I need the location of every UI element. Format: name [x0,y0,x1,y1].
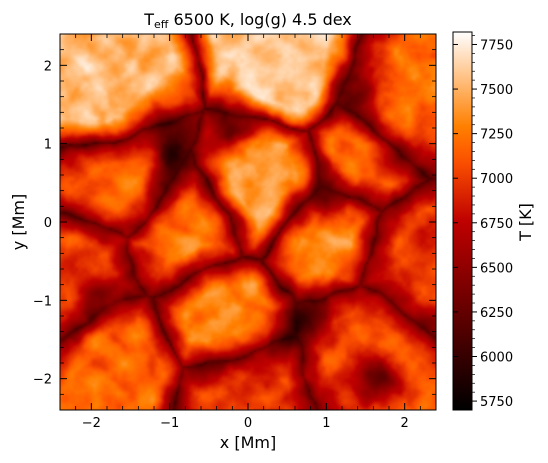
heatmap-plot-area: −2 −1 0 1 2 −2 −1 0 1 2 [33,33,437,431]
colorbar-tick-label: 6500 [480,261,513,276]
colorbar-tick-label: 7250 [480,128,513,143]
colorbar-ticks: 5750 6000 6250 6500 6750 7000 7250 7500 7750 [453,35,513,410]
x-tick-label: −2 [82,416,101,431]
y-tick-label: −2 [33,373,52,388]
colorbar-label: T [K] [516,203,535,242]
y-axis-ticks: −2 −1 0 1 2 [33,49,436,395]
x-tick-label: −1 [160,416,179,431]
colorbar-fill [453,32,472,410]
colorbar-tick-label: 6250 [480,306,513,321]
heatmap-image [60,34,436,410]
x-tick-label: 0 [244,416,252,431]
x-tick-label: 2 [401,416,409,431]
colorbar-tick-label: 6750 [480,217,513,232]
colorbar-tick-label: 7750 [480,38,513,53]
y-axis-label: y [Mm] [9,194,28,250]
y-tick-label: 2 [44,59,52,74]
colorbar-frame [452,31,473,411]
chart-title: Teff 6500 K, log(g) 4.5 dex [143,10,352,31]
colorbar-tick-label: 5750 [480,395,513,410]
y-tick-label: 0 [44,216,52,231]
colorbar-tick-label: 7000 [480,172,513,187]
x-axis-label: x [Mm] [220,433,276,452]
colorbar-tick-label: 6000 [480,351,513,366]
y-tick-label: −1 [33,294,52,309]
y-tick-label: 1 [44,138,52,153]
x-tick-label: 1 [322,416,330,431]
x-axis-ticks: −2 −1 0 1 2 [75,34,421,431]
colorbar: 5750 6000 6250 6500 6750 7000 7250 7500 7750 T [… [452,31,535,411]
colorbar-tick-label: 7500 [480,83,513,98]
